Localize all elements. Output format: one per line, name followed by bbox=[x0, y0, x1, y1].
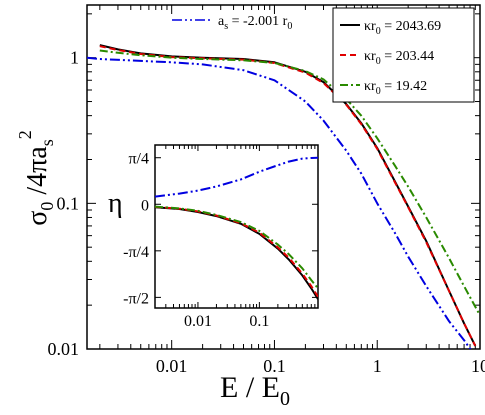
y-tick-label: 0.1 bbox=[57, 193, 80, 213]
inset-series-line-2 bbox=[155, 205, 318, 290]
x-tick-label: 10 bbox=[471, 356, 485, 376]
inset-y-tick-label: π/4 bbox=[128, 151, 149, 168]
legend-box bbox=[332, 7, 475, 103]
legend-top-left: as = -2.001 r0 bbox=[172, 14, 292, 32]
y-axis-label: σ0 /4πas2 bbox=[15, 130, 57, 225]
legend-label-3: κr0 = 19.42 bbox=[364, 79, 427, 97]
plot-frame bbox=[86, 4, 481, 350]
inset-axis-ticks: π/4 0 -π/4 -π/2 0.01 0.1 bbox=[123, 145, 319, 330]
inset-x-tick-label: 0.1 bbox=[249, 313, 269, 330]
inset-series-line-1 bbox=[155, 205, 318, 298]
legend-label-1: κr0 = 2043.69 bbox=[364, 19, 441, 37]
y-tick-label: 1 bbox=[70, 48, 79, 68]
legend: κr0 = 2043.69 κr0 = 203.44 κr0 = 19.42 bbox=[332, 7, 475, 103]
legend-label-2: κr0 = 203.44 bbox=[364, 49, 434, 67]
inset-x-tick-label: 0.01 bbox=[184, 313, 212, 330]
x-axis-label: E / E0 bbox=[220, 371, 290, 410]
inset-y-axis-label: η bbox=[108, 188, 123, 219]
x-tick-label: 1 bbox=[373, 356, 382, 376]
inset-y-tick-label: 0 bbox=[141, 197, 149, 214]
x-tick-label: 0.01 bbox=[156, 356, 188, 376]
main-axis-ticks: 0.01 0.1 1 10 0.01 0.1 1 bbox=[48, 5, 485, 376]
series-line-3 bbox=[87, 56, 472, 349]
inset-frame bbox=[154, 144, 319, 309]
inset-series-group bbox=[155, 156, 318, 300]
inset-y-tick-label: -π/4 bbox=[123, 244, 149, 261]
inset-series-line-3 bbox=[155, 156, 318, 198]
y-tick-label: 0.01 bbox=[48, 339, 80, 359]
x-tick-label: 0.1 bbox=[263, 356, 286, 376]
legend-label-as: as = -2.001 r0 bbox=[218, 14, 292, 32]
inset-y-tick-label: -π/2 bbox=[123, 290, 149, 307]
